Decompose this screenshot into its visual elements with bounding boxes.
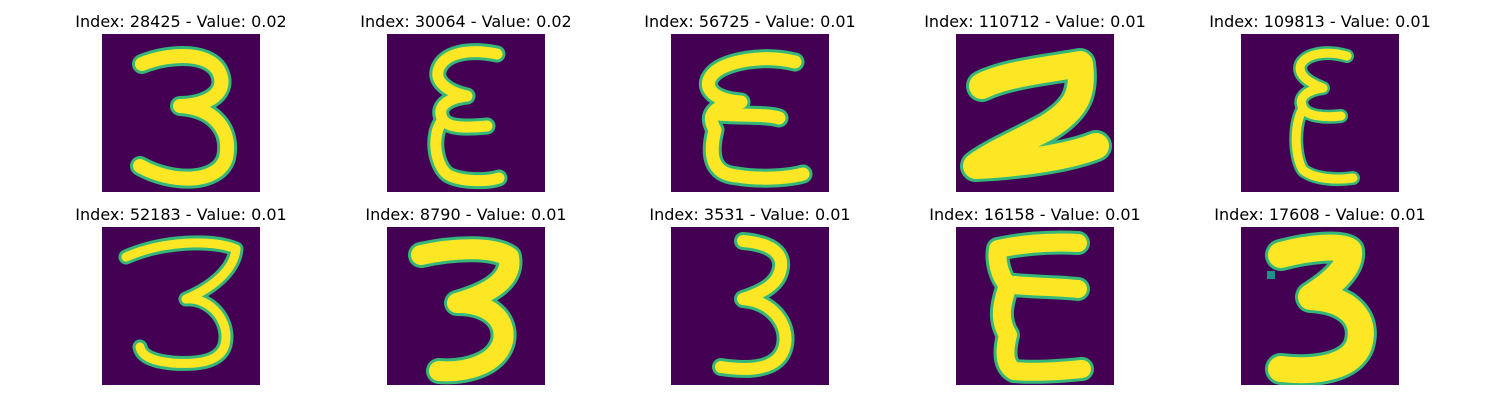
digit-3-glyph — [118, 235, 244, 371]
panel-title: Index: 110712 - Value: 0.01 — [924, 12, 1146, 31]
panel-title: Index: 8790 - Value: 0.01 — [365, 205, 567, 224]
digit-z-glyph — [960, 48, 1112, 182]
digit-image — [956, 227, 1114, 385]
digit-e-glyph — [985, 230, 1094, 384]
panel-title: Index: 28425 - Value: 0.02 — [75, 12, 287, 31]
digit-image — [102, 34, 260, 192]
digit-image — [1241, 227, 1399, 385]
panel-title: Index: 56725 - Value: 0.01 — [644, 12, 856, 31]
digit-image — [387, 227, 545, 385]
digit-image — [102, 227, 260, 385]
digit-image — [387, 34, 545, 192]
digit-image — [1241, 34, 1399, 192]
panel-title: Index: 16158 - Value: 0.01 — [929, 205, 1141, 224]
digit-3-glyph — [712, 232, 795, 378]
panel-title: Index: 52183 - Value: 0.01 — [75, 205, 287, 224]
digit-3-glyph — [408, 236, 523, 385]
noise-pixel — [1267, 271, 1275, 279]
digit-3-glyph — [1265, 231, 1377, 385]
digit-e-glyph — [427, 43, 508, 190]
digit-e-glyph — [698, 49, 813, 188]
digit-3-glyph — [130, 46, 238, 189]
digit-image — [671, 34, 829, 192]
panel-title: Index: 109813 - Value: 0.01 — [1209, 12, 1431, 31]
digit-e-glyph — [1289, 46, 1360, 186]
digit-image — [956, 34, 1114, 192]
panel-title: Index: 3531 - Value: 0.01 — [649, 205, 851, 224]
panel-title: Index: 30064 - Value: 0.02 — [360, 12, 572, 31]
digit-image — [671, 227, 829, 385]
panel-title: Index: 17608 - Value: 0.01 — [1214, 205, 1426, 224]
